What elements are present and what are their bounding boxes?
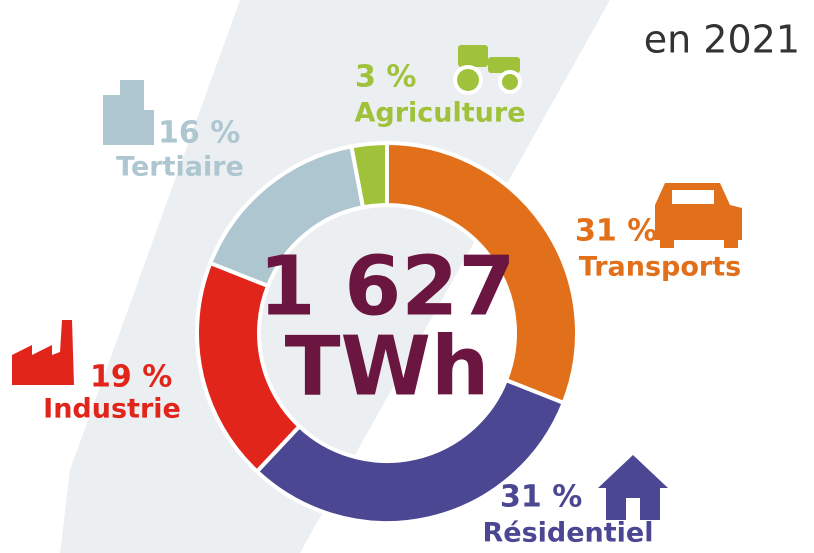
center-value: 1 627 bbox=[259, 239, 516, 334]
category-label: Agriculture bbox=[354, 98, 525, 129]
tractor-icon bbox=[453, 45, 522, 95]
building-icon bbox=[103, 80, 154, 145]
category-label: Résidentiel bbox=[482, 518, 653, 549]
value-label: 31 % bbox=[575, 214, 657, 249]
center-unit: TWh bbox=[285, 319, 490, 414]
category-label: Transports bbox=[579, 252, 741, 283]
category-label: Industrie bbox=[43, 394, 181, 425]
donut-segment bbox=[254, 377, 567, 525]
background-stripe bbox=[60, 0, 610, 553]
value-label: 3 % bbox=[355, 60, 416, 95]
donut-segment bbox=[349, 140, 389, 210]
chart-title: en 2021 bbox=[644, 18, 800, 62]
car-icon bbox=[655, 183, 742, 248]
donut-segment bbox=[385, 140, 579, 406]
category-label: Tertiaire bbox=[116, 152, 244, 183]
house-icon bbox=[598, 455, 668, 520]
value-label: 19 % bbox=[90, 360, 172, 395]
donut bbox=[195, 140, 579, 525]
factory-icon bbox=[12, 320, 74, 385]
value-label: 31 % bbox=[500, 480, 582, 515]
value-label: 16 % bbox=[158, 116, 240, 151]
